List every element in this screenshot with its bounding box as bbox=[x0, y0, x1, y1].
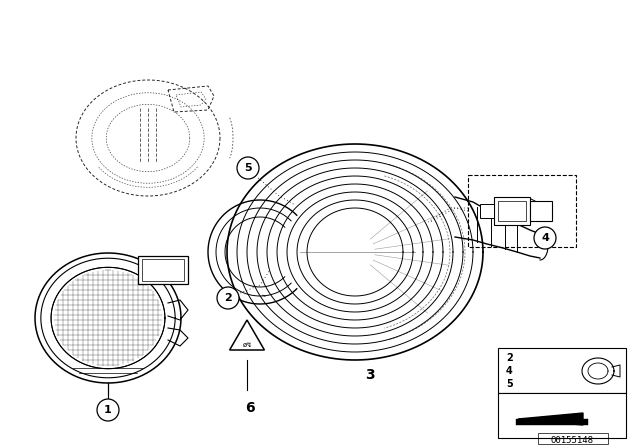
Bar bbox=[498, 348, 626, 393]
Bar bbox=[480, 204, 494, 218]
Text: 2: 2 bbox=[506, 353, 513, 363]
Bar bbox=[498, 201, 526, 221]
Text: 5: 5 bbox=[244, 163, 252, 173]
Bar bbox=[494, 197, 530, 225]
Text: 2: 2 bbox=[224, 293, 232, 303]
Circle shape bbox=[237, 157, 259, 179]
Text: 5: 5 bbox=[506, 379, 513, 389]
Text: ø↯: ø↯ bbox=[243, 342, 253, 348]
Circle shape bbox=[534, 227, 556, 249]
Text: 1: 1 bbox=[104, 405, 112, 415]
Bar bbox=[516, 419, 588, 425]
Bar bbox=[142, 259, 184, 281]
Bar bbox=[468, 175, 576, 247]
Text: 4: 4 bbox=[541, 233, 549, 243]
Circle shape bbox=[217, 287, 239, 309]
Bar bbox=[538, 433, 608, 444]
Text: 3: 3 bbox=[365, 368, 375, 382]
FancyBboxPatch shape bbox=[138, 256, 188, 284]
Circle shape bbox=[97, 399, 119, 421]
Bar bbox=[530, 201, 552, 221]
Polygon shape bbox=[230, 320, 264, 350]
Text: 6: 6 bbox=[245, 401, 255, 415]
Text: O0155148: O0155148 bbox=[550, 435, 593, 444]
Bar bbox=[498, 393, 626, 438]
Text: 4: 4 bbox=[506, 366, 513, 376]
Polygon shape bbox=[518, 413, 583, 425]
